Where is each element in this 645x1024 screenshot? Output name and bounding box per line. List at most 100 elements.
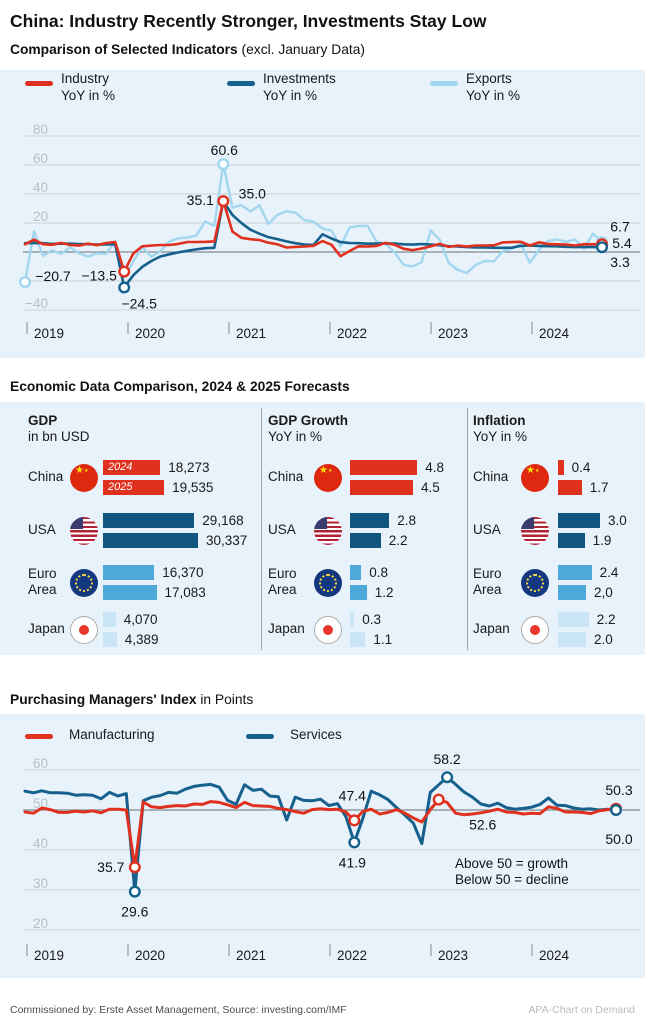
legend-unit: YoY in % [466, 88, 521, 103]
bar-value: 16,370 [162, 565, 204, 580]
country-label: Euro Area [473, 566, 502, 597]
manufacturing-line [23, 798, 618, 869]
legend-item-services: Services [246, 726, 426, 762]
eu-stars-ring [319, 573, 337, 592]
data-point-marker [217, 158, 230, 171]
bar-2025 [350, 480, 413, 495]
value-annotation: 50.3 [605, 782, 632, 798]
panel-heading-main: Inflation [473, 413, 526, 428]
eu-flag-icon [70, 568, 98, 597]
y-axis-label: 60 [33, 756, 48, 771]
bar-value: 0.8 [369, 565, 388, 580]
bar-year-label: 2025 [108, 481, 133, 493]
eu-stars-ring [75, 573, 93, 592]
y-axis-label: −40 [25, 296, 48, 311]
japan-sun [530, 624, 540, 635]
bar-2024 [103, 513, 195, 528]
star-glyph: ★ [319, 464, 328, 476]
bar-2025 [558, 585, 586, 600]
country-label: Japan [473, 621, 510, 636]
bar-2025 [558, 480, 582, 495]
bar-2025 [103, 632, 117, 647]
country-label: Japan [268, 621, 305, 636]
bar-value: 1.9 [592, 533, 612, 548]
bar-2024 [558, 565, 592, 580]
x-axis-year-label: 2020 [135, 326, 165, 341]
legend-label: Services [290, 727, 342, 742]
brand-credit: APA-Chart on Demand [528, 1004, 635, 1016]
x-axis-year-label: 2021 [236, 326, 266, 341]
y-axis-label: 80 [33, 122, 48, 137]
legend-swatch [430, 81, 458, 86]
x-axis-year-label: 2023 [438, 948, 468, 963]
y-axis-label: 20 [33, 209, 48, 224]
y-axis-label: 20 [33, 916, 48, 931]
industry-line [23, 199, 604, 273]
bar-2024 [558, 612, 589, 627]
value-annotation: 35.0 [239, 185, 266, 201]
services-line [23, 775, 618, 894]
source-credit: Commissioned by: Erste Asset Management,… [10, 1004, 347, 1016]
country-label: China [28, 469, 64, 484]
eu-flag-icon [314, 568, 342, 597]
value-annotation: 6.7 [610, 218, 630, 234]
page-title: China: Industry Recently Stronger, Inves… [10, 11, 487, 31]
panel-divider-1 [261, 408, 262, 650]
data-point-marker [118, 281, 131, 294]
x-axis-year-label: 2019 [34, 948, 64, 963]
country-label: Euro Area [268, 566, 297, 597]
legend-swatch [246, 734, 274, 739]
legend-label: Exports YoY in % [466, 71, 521, 103]
data-point-marker [596, 241, 609, 254]
value-annotation: −20.7 [35, 268, 71, 284]
indicators-chart: 80 60 40 20 −40 2019 2020 2021 2022 2023 2024 −20.7… [19, 122, 640, 341]
legend-label: Manufacturing [69, 727, 155, 742]
japan-sun [323, 624, 333, 635]
bar-value: 3.0 [608, 513, 627, 528]
bar-year-label: 2024 [108, 461, 133, 473]
threshold-note: Above 50 = growth [455, 856, 568, 871]
value-annotation: 47.4 [339, 787, 366, 803]
bar-value: 17,083 [164, 585, 206, 600]
x-axis-year-label: 2022 [337, 326, 367, 341]
panel-heading-unit: in bn USD [28, 429, 90, 444]
legend-label: Investments YoY in % [263, 71, 336, 103]
x-axis-year-label: 2019 [34, 326, 64, 341]
country-label: Japan [28, 621, 65, 636]
usa-flag-icon [314, 516, 342, 545]
bar-2025 [350, 585, 367, 600]
bar-2024 [558, 513, 600, 528]
star-glyph: ★ [535, 467, 540, 474]
star-glyph: ★ [328, 467, 333, 474]
data-point-marker [441, 771, 454, 784]
country-label: USA [268, 522, 296, 537]
y-axis-label: 40 [33, 836, 48, 851]
eu-flag-icon [521, 568, 549, 597]
y-axis-label: 30 [33, 876, 48, 891]
data-point-marker [118, 265, 131, 278]
pmi-chart-panel [0, 714, 645, 978]
value-annotation: 58.2 [433, 751, 460, 767]
usa-canton [314, 516, 327, 529]
legend-item-manufacturing: Manufacturing [25, 726, 205, 762]
bar-2025 [350, 533, 381, 548]
panel-heading: Inflation YoY in % [473, 413, 527, 445]
bar-value: 18,273 [168, 460, 210, 475]
legend-unit: YoY in % [61, 88, 116, 103]
bar-2025 [350, 632, 366, 647]
eu-stars-ring [526, 573, 544, 592]
country-label: China [268, 469, 304, 484]
value-annotation: 3.3 [610, 254, 630, 270]
bar-2024 [350, 513, 390, 528]
x-axis-year-label: 2024 [539, 948, 570, 963]
bar-value: 4.5 [421, 480, 440, 495]
value-annotation: 29.6 [121, 904, 148, 920]
x-axis-year-label: 2024 [539, 326, 570, 341]
bar-2024 [350, 565, 362, 580]
bar-2025 [103, 533, 198, 548]
pmi-section-title: Purchasing Managers' Index in Points [10, 692, 254, 707]
x-axis-year-label: 2020 [135, 948, 165, 963]
data-point-marker [348, 836, 361, 849]
